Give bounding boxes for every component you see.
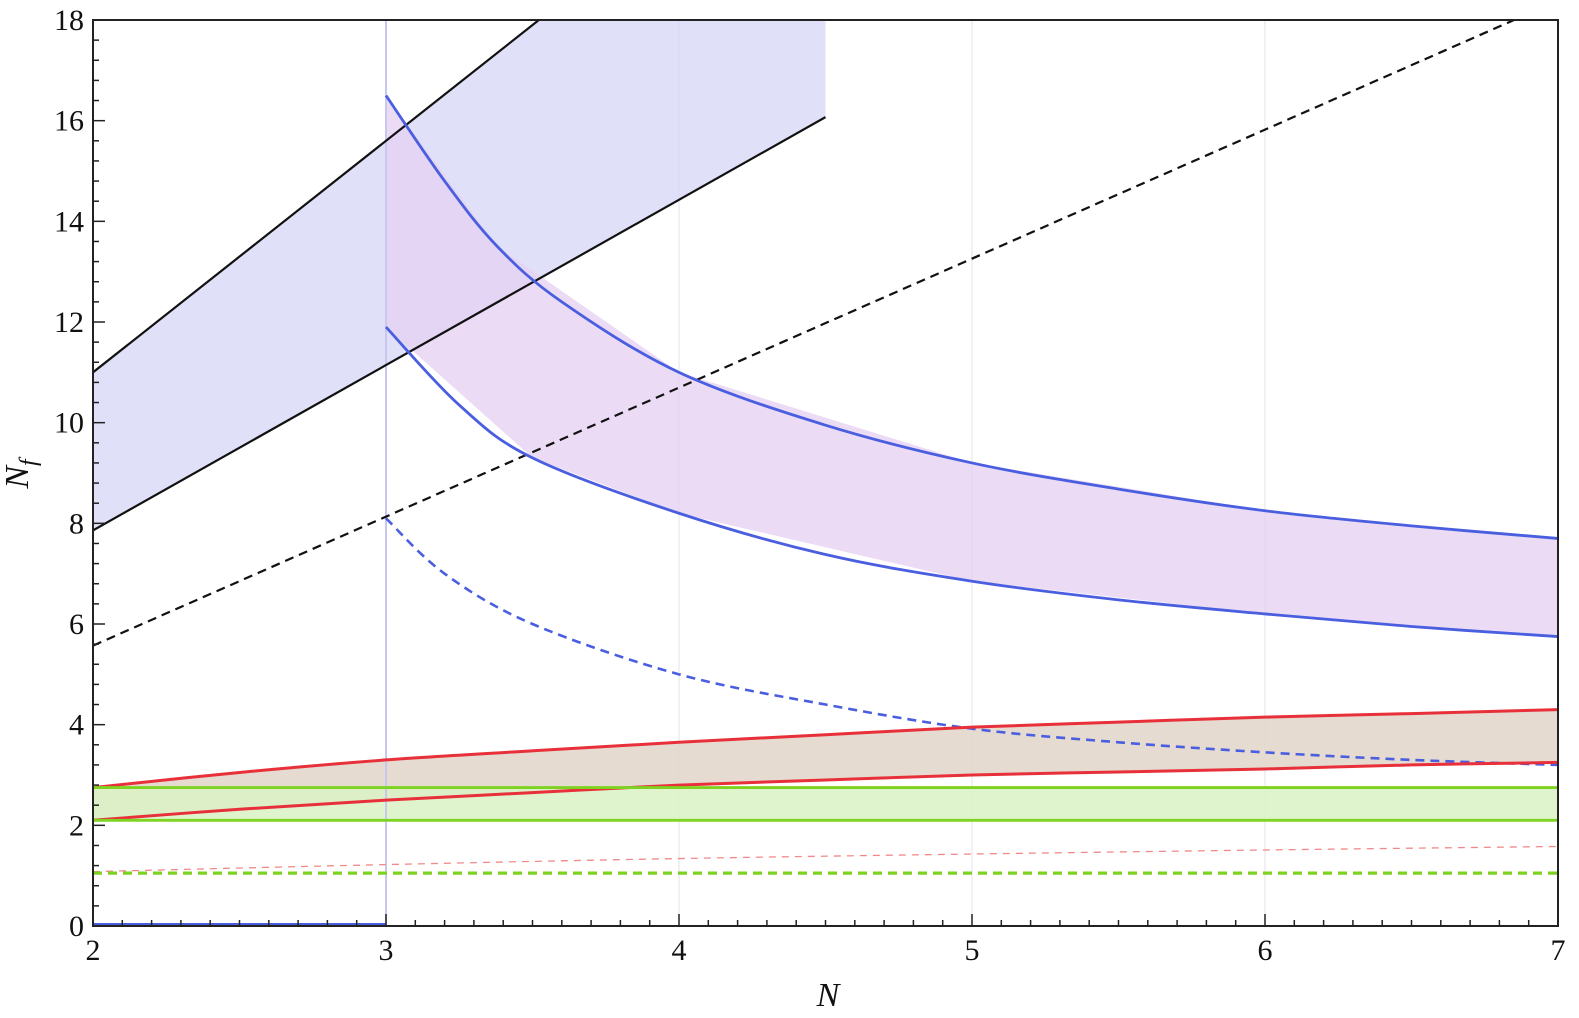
y-axis-title: Nf bbox=[0, 456, 42, 490]
x-axis-title: N bbox=[816, 977, 842, 1014]
y-tick-label-2: 2 bbox=[69, 809, 84, 842]
series-line-5 bbox=[385, 517, 1558, 767]
y-tick-label-14: 14 bbox=[54, 205, 84, 238]
x-tick-label-5: 5 bbox=[965, 934, 980, 967]
band-1 bbox=[386, 95, 1558, 637]
series-line-0 bbox=[93, 20, 541, 374]
y-tick-labels: 0 2 4 6 8 10 12 14 16 18 bbox=[54, 4, 84, 943]
y-tick-label-0: 0 bbox=[69, 910, 84, 943]
x-tick-label-3: 3 bbox=[379, 934, 394, 967]
axis-ticks bbox=[92, 19, 1559, 927]
y-tick-label-4: 4 bbox=[69, 709, 84, 742]
series-line-7 bbox=[93, 708, 1558, 790]
series-lines bbox=[93, 20, 1558, 926]
y-tick-label-12: 12 bbox=[54, 306, 84, 339]
series-line-8 bbox=[93, 760, 1558, 822]
y-axis-title-sub: f bbox=[16, 456, 42, 466]
y-axis-title-main: N bbox=[0, 464, 36, 490]
y-tick-label-6: 6 bbox=[69, 608, 84, 641]
svg-text:Nf: Nf bbox=[0, 456, 42, 490]
x-tick-label-7: 7 bbox=[1551, 934, 1566, 967]
series-line-1 bbox=[93, 116, 827, 532]
shaded-bands bbox=[93, 20, 1558, 821]
x-tick-label-2: 2 bbox=[86, 934, 101, 967]
x-tick-label-6: 6 bbox=[1258, 934, 1273, 967]
y-tick-label-18: 18 bbox=[54, 4, 84, 37]
y-tick-label-10: 10 bbox=[54, 407, 84, 440]
series-line-3 bbox=[384, 94, 1558, 540]
series-line-4 bbox=[384, 326, 1558, 638]
series-line-9 bbox=[93, 845, 1558, 873]
series-line-2 bbox=[93, 20, 1515, 647]
y-tick-label-8: 8 bbox=[69, 507, 84, 540]
y-tick-label-16: 16 bbox=[54, 105, 84, 138]
x-tick-label-4: 4 bbox=[672, 934, 687, 967]
x-tick-labels: 2 3 4 5 6 7 bbox=[86, 934, 1566, 967]
